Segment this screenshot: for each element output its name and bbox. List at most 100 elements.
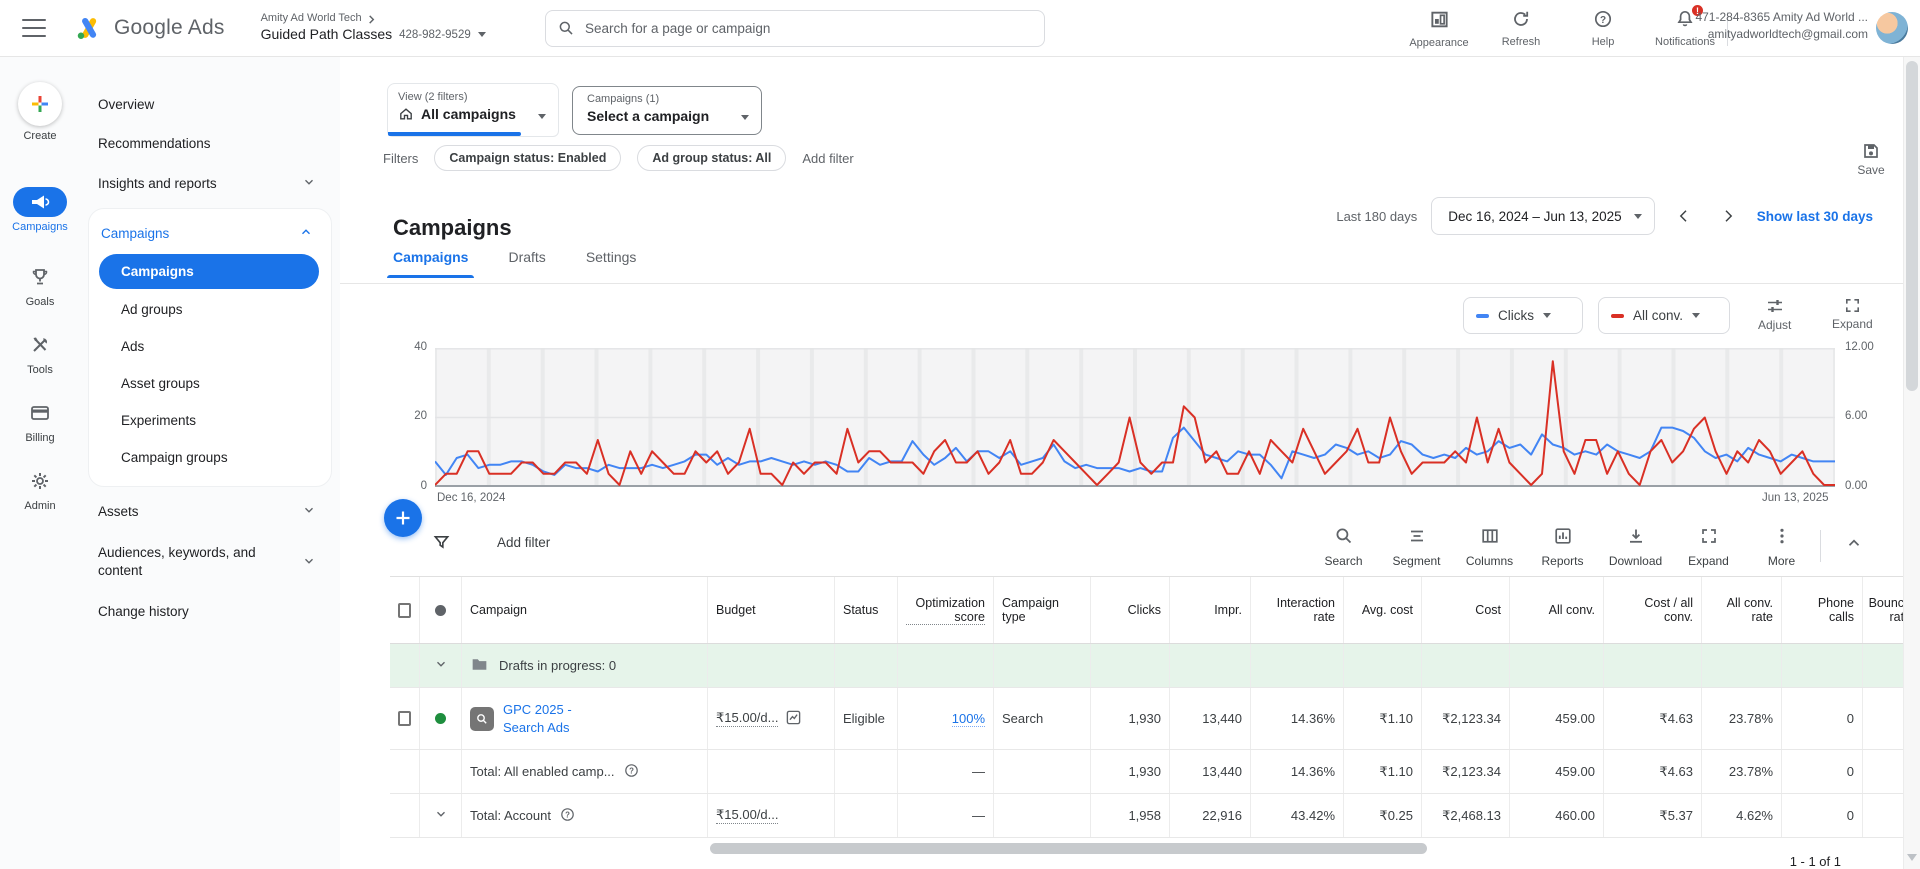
rail-item-goals[interactable]: Goals [0,262,80,308]
tabs-divider [340,283,1903,284]
save-icon [1864,144,1878,158]
appearance-button[interactable]: Appearance [1402,9,1476,49]
add-filter-label: Add filter [497,535,551,550]
chevron-down-icon [302,175,316,192]
sidebar-item-asset-groups[interactable]: Asset groups [121,376,200,391]
admin-gear-icon [13,466,67,496]
table-row-campaign: GPC 2025 - Search Ads ₹15.00/d... Eligible 1… [390,688,1903,750]
more-button[interactable]: More [1745,526,1818,568]
segment-button[interactable]: Segment [1380,526,1453,568]
sidebar-item-ads[interactable]: Ads [121,339,145,354]
table-cell: 4.62% [1702,794,1782,837]
optimization-score-link[interactable]: 100% [951,710,985,727]
table-cell: ₹2,468.13 [1422,794,1510,837]
sidebar-item-change-history[interactable]: Change history [98,604,189,620]
sidebar-group-campaigns[interactable]: Campaigns [89,213,331,252]
search-button[interactable]: Search [1307,526,1380,568]
performance-chart[interactable] [433,348,1837,487]
sidebar-item-audiences-keywords-content[interactable]: Audiences, keywords, and content [86,532,334,592]
google-ads-logo[interactable]: Google Ads [74,13,225,43]
table-cell: Search [994,688,1091,749]
sidebar-item-experiments[interactable]: Experiments [121,413,197,428]
save-button[interactable]: Save [1848,141,1894,177]
sidebar-item-assets[interactable]: Assets [86,491,334,532]
add-filter-button[interactable]: Add filter [432,533,550,552]
sidebar-item-recommendations[interactable]: Recommendations [98,136,211,151]
table-cell[interactable] [390,577,420,643]
table-cell: ₹5.37 [1604,794,1702,837]
table-cell[interactable] [420,794,462,837]
table-cell[interactable]: 100% [898,688,994,749]
bid-strategy-icon[interactable] [785,709,802,729]
reports-button[interactable]: Reports [1526,526,1599,568]
adjust-button[interactable]: Adjust [1758,296,1791,332]
expand-button[interactable]: Expand [1672,526,1745,568]
row-checkbox[interactable] [398,711,411,726]
table-row-total-account: Total: Account? ₹15.00/d... — 1,958 22,916 43… [390,794,1903,838]
rail-item-billing[interactable]: Billing [0,398,80,444]
table-cell: — [898,750,994,793]
vertical-scrollbar[interactable] [1903,57,1920,869]
avatar[interactable] [1876,12,1908,44]
account-switcher[interactable]: Guided Path Classes 428-982-9529 [261,26,486,44]
table-cell: 0 [1782,794,1863,837]
date-range-picker[interactable]: Dec 16, 2024 – Jun 13, 2025 [1431,197,1655,235]
show-last-30-days-link[interactable]: Show last 30 days [1756,208,1873,224]
x-axis-start-label: Dec 16, 2024 [437,492,506,504]
previous-period-button[interactable] [1669,201,1699,231]
tab-campaigns[interactable]: Campaigns [386,249,475,278]
horizontal-scrollbar[interactable] [710,843,1427,854]
help-button[interactable]: ? Help [1566,9,1640,48]
campaign-name-link[interactable]: GPC 2025 - Search Ads [503,701,572,735]
search-input[interactable]: Search for a page or campaign [545,10,1045,47]
menu-icon[interactable] [22,19,46,37]
download-button[interactable]: Download [1599,526,1672,568]
tab-drafts[interactable]: Drafts [508,249,546,265]
expand-account-chevron[interactable] [434,807,448,824]
table-cell[interactable] [420,644,462,687]
refresh-button[interactable]: Refresh [1484,9,1558,48]
rail-item-create[interactable]: Create [0,82,80,142]
chevron-down-icon [1692,313,1701,318]
rail-item-admin[interactable]: Admin [0,466,80,512]
table-cell: — [898,794,994,837]
scrollbar-down-arrow[interactable] [1907,854,1917,861]
next-period-button[interactable] [1713,201,1743,231]
select-all-checkbox[interactable] [398,602,411,618]
account-id: 428-982-9529 [399,28,471,41]
sidebar-item-insights-and-reports[interactable]: Insights and reports [86,163,334,204]
metric-selector-all-conv[interactable]: All conv. [1598,297,1730,334]
add-filter-link[interactable]: Add filter [802,150,854,166]
rail-item-tools[interactable]: Tools [0,330,80,376]
create-campaign-fab[interactable] [384,499,422,537]
home-icon [400,108,412,120]
campaign-selector[interactable]: Campaigns (1) Select a campaign [572,86,762,135]
table-cell[interactable] [390,688,420,749]
help-circle-icon[interactable]: ? [560,807,575,825]
filter-chip-ad-group-status[interactable]: Ad group status: All [637,145,787,171]
budget-value[interactable]: ₹15.00/d... [716,710,779,727]
help-circle-icon[interactable]: ? [624,763,639,781]
date-range-label: Last 180 days [1336,208,1418,224]
search-placeholder: Search for a page or campaign [585,21,771,36]
expand-chart-button[interactable]: Expand [1832,296,1873,331]
enabled-status-dot [435,713,446,724]
table-cell: 14.36% [1251,688,1344,749]
tab-settings[interactable]: Settings [585,249,637,265]
columns-button[interactable]: Columns [1453,526,1526,568]
vertical-scrollbar-thumb[interactable] [1906,61,1918,391]
sidebar-item-campaigns[interactable]: Campaigns [99,254,319,289]
filter-chip-campaign-status[interactable]: Campaign status: Enabled [434,145,622,171]
sidebar-item-ad-groups[interactable]: Ad groups [121,302,183,317]
table-cell [420,750,462,793]
expand-drafts-chevron[interactable] [434,657,448,674]
sidebar-item-campaign-groups[interactable]: Campaign groups [121,450,228,465]
sidebar-item-overview[interactable]: Overview [98,97,155,112]
rail-item-campaigns[interactable]: Campaigns [0,187,80,233]
breadcrumb-manager-account[interactable]: Amity Ad World Tech [260,12,362,25]
collapse-table-button[interactable] [1845,534,1863,557]
notifications-button[interactable]: Notifications! [1648,3,1722,48]
metric-selector-clicks[interactable]: Clicks [1463,297,1583,334]
view-selector[interactable]: View (2 filters) All campaigns [387,83,559,137]
status-dot-header [435,604,446,616]
